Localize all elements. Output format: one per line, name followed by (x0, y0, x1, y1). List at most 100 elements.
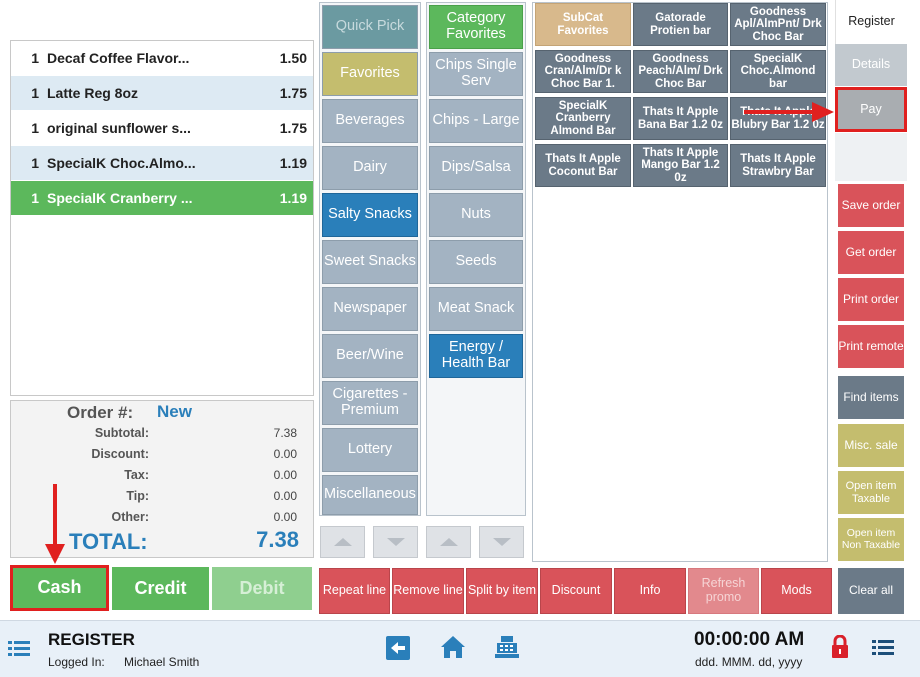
footer-title: REGISTER (48, 630, 135, 649)
logged-in-user: Michael Smith (124, 655, 200, 669)
subcategory-meat-snack[interactable]: Meat Snack (429, 287, 523, 331)
tax-value: 0.00 (273, 468, 297, 482)
category-miscellaneous[interactable]: Miscellaneous (322, 475, 418, 515)
line-qty: 1 (31, 50, 39, 66)
order-totals: Order #: New Subtotal: 7.38 Discount: 0.… (10, 400, 314, 558)
chevron-down-icon (492, 538, 511, 546)
info-button[interactable]: Info (614, 568, 686, 614)
discount-label: Discount: (91, 447, 149, 461)
misc-sale-button[interactable]: Misc. sale (838, 424, 904, 467)
total-value: 7.38 (256, 527, 299, 552)
back-arrow-icon[interactable] (386, 636, 410, 660)
product-item[interactable]: Thats It Apple Mango Bar 1.2 0z (633, 144, 728, 187)
subcategory-scroll-up-button[interactable] (426, 526, 471, 558)
product-item[interactable]: SpecialK Choc.Almond bar (730, 50, 826, 93)
subcategory-dips-salsa[interactable]: Dips/Salsa (429, 146, 523, 190)
line-qty: 1 (31, 190, 39, 206)
print-remote-button[interactable]: Print remote (838, 325, 904, 368)
logged-in-label: Logged In: (48, 655, 105, 669)
open-item-taxable-button[interactable]: Open item Taxable (838, 471, 904, 514)
repeat-line-button[interactable]: Repeat line (319, 568, 390, 614)
product-item[interactable]: Thats It Apple Blubry Bar 1.2 0z (730, 97, 826, 140)
category-sweet-snacks[interactable]: Sweet Snacks (322, 240, 418, 284)
tab-register[interactable]: Register (835, 0, 907, 44)
tip-value: 0.00 (273, 489, 297, 503)
print-order-button[interactable]: Print order (838, 278, 904, 321)
category-salty-snacks[interactable]: Salty Snacks (322, 193, 418, 237)
mods-button[interactable]: Mods (761, 568, 832, 614)
remove-line-button[interactable]: Remove line (392, 568, 464, 614)
debit-button[interactable]: Debit (212, 567, 312, 610)
category-beverages[interactable]: Beverages (322, 99, 418, 143)
menu-icon[interactable] (8, 640, 30, 658)
category-scroll-up-button[interactable] (320, 526, 365, 558)
annotation-arrow-right-icon (744, 102, 834, 122)
category-favorites[interactable]: Favorites (322, 52, 418, 96)
line-name: Decaf Coffee Flavor... (47, 50, 190, 66)
line-name: Latte Reg 8oz (47, 85, 139, 101)
category-newspaper[interactable]: Newspaper (322, 287, 418, 331)
chevron-up-icon (333, 538, 352, 546)
home-icon[interactable] (440, 635, 466, 659)
save-order-button[interactable]: Save order (838, 184, 904, 227)
line-qty: 1 (31, 120, 39, 136)
product-item[interactable]: Goodness Cran/Alm/Dr k Choc Bar 1. (535, 50, 631, 93)
line-price: 1.75 (279, 120, 307, 136)
other-label: Other: (111, 510, 150, 524)
category-dairy[interactable]: Dairy (322, 146, 418, 190)
category-scroll-down-button[interactable] (373, 526, 418, 558)
chevron-down-icon (386, 538, 405, 546)
refresh-promo-button[interactable]: Refresh promo (688, 568, 759, 614)
category-beer-wine[interactable]: Beer/Wine (322, 334, 418, 378)
product-subcat-favorites[interactable]: SubCat Favorites (535, 3, 631, 46)
lock-icon[interactable] (831, 635, 849, 659)
order-number-label: Order #: (67, 403, 134, 422)
subcategory-category-favorites[interactable]: Category Favorites (429, 5, 523, 49)
product-item[interactable]: Goodness Apl/AlmPnt/ Drk Choc Bar (730, 3, 826, 46)
subcategory-seeds[interactable]: Seeds (429, 240, 523, 284)
order-line[interactable]: 1 Decaf Coffee Flavor... 1.50 (11, 41, 313, 75)
order-line[interactable]: 1 original sunflower s... 1.75 (11, 111, 313, 145)
order-line-selected[interactable]: 1 SpecialK Cranberry ... 1.19 (11, 181, 313, 215)
find-items-button[interactable]: Find items (838, 376, 904, 419)
product-item[interactable]: Gatorade Protien bar (633, 3, 728, 46)
footer-bar: REGISTER Logged In: Michael Smith 00:00:… (0, 620, 920, 677)
product-item[interactable]: Goodness Peach/Alm/ Drk Choc Bar (633, 50, 728, 93)
product-item[interactable]: SpecialK Cranberry Almond Bar (535, 97, 631, 140)
category-lottery[interactable]: Lottery (322, 428, 418, 472)
line-name: SpecialK Choc.Almo... (47, 155, 196, 171)
order-list: 1 Decaf Coffee Flavor... 1.50 1 Latte Re… (10, 40, 314, 396)
subcategory-scroll-down-button[interactable] (479, 526, 524, 558)
split-by-item-button[interactable]: Split by item (466, 568, 538, 614)
product-item[interactable]: Thats It Apple Bana Bar 1.2 0z (633, 97, 728, 140)
clear-all-button[interactable]: Clear all (838, 568, 904, 614)
credit-button[interactable]: Credit (112, 567, 209, 610)
subtotal-value: 7.38 (273, 426, 297, 440)
tab-pay[interactable]: Pay (835, 87, 907, 132)
list-icon[interactable] (872, 639, 894, 657)
discount-button[interactable]: Discount (540, 568, 612, 614)
open-item-non-taxable-button[interactable]: Open item Non Taxable (838, 518, 904, 561)
cash-button[interactable]: Cash (10, 565, 109, 611)
category-cigarettes[interactable]: Cigarettes - Premium (322, 381, 418, 425)
line-name: original sunflower s... (47, 120, 191, 136)
tab-details[interactable]: Details (835, 44, 907, 86)
subcategory-nuts[interactable]: Nuts (429, 193, 523, 237)
line-price: 1.50 (279, 50, 307, 66)
order-line[interactable]: 1 SpecialK Choc.Almo... 1.19 (11, 146, 313, 180)
order-number-value: New (157, 402, 192, 421)
line-price: 1.19 (279, 155, 307, 171)
category-quick-pick[interactable]: Quick Pick (322, 5, 418, 49)
order-line[interactable]: 1 Latte Reg 8oz 1.75 (11, 76, 313, 110)
product-item[interactable]: Thats It Apple Coconut Bar (535, 144, 631, 187)
get-order-button[interactable]: Get order (838, 231, 904, 274)
product-item[interactable]: Thats It Apple Strawbry Bar (730, 144, 826, 187)
subcategory-chips-single[interactable]: Chips Single Serv (429, 52, 523, 96)
line-name: SpecialK Cranberry ... (47, 190, 193, 206)
subcategory-energy-health-bar[interactable]: Energy / Health Bar (429, 334, 523, 378)
subcategory-chips-large[interactable]: Chips - Large (429, 99, 523, 143)
sidebar-spacer (835, 133, 907, 181)
cash-register-icon[interactable] (495, 635, 521, 659)
other-value: 0.00 (273, 510, 297, 524)
line-qty: 1 (31, 85, 39, 101)
